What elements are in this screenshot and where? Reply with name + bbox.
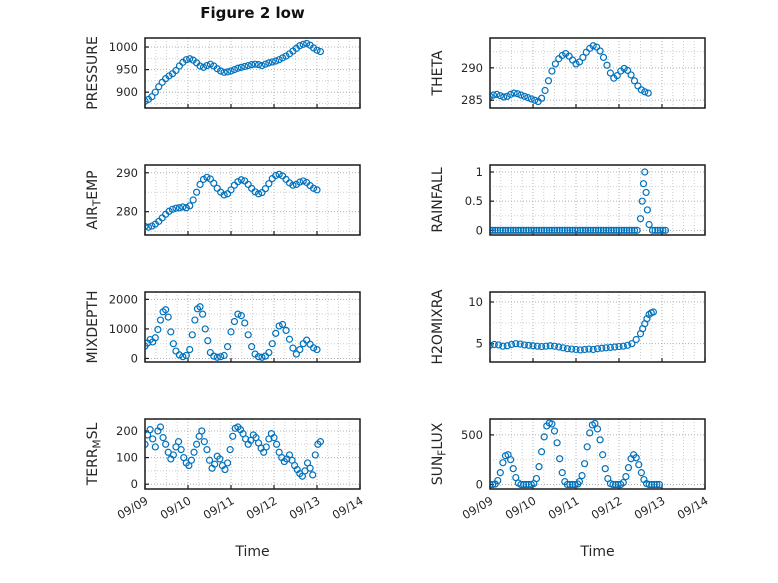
subplot-airtemp: 280 290 AIRTEMP (85, 164, 361, 236)
x-tick-label: 09/12 (244, 493, 280, 522)
subplot-rainfall: 0 0.5 1 RAINFALL (430, 164, 706, 237)
data-points (490, 308, 658, 354)
y-tick-label: 0.5 (465, 194, 483, 208)
x-tick-label: 09/11 (546, 493, 582, 522)
x-tick-label: 09/11 (201, 493, 237, 522)
y-axis-label: SUNFLUX (430, 422, 449, 485)
y-tick-label: 2000 (109, 292, 138, 306)
axes-box (144, 418, 361, 490)
x-tick-label: 09/14 (675, 493, 711, 522)
y-tick-label: 200 (116, 424, 138, 438)
y-tick-label: 0 (476, 478, 483, 492)
x-axis-label-right: Time (580, 544, 615, 560)
y-tick-label: 285 (461, 93, 483, 107)
y-tick-label: 1000 (109, 322, 138, 336)
axes-box (144, 291, 361, 363)
subplot-mixdepth: 0 1000 2000 MIXDEPTH (85, 291, 361, 365)
y-tick-label: 5 (476, 337, 483, 351)
y-tick-label: 0 (131, 351, 138, 365)
data-points (490, 42, 652, 106)
x-tick-label: 09/10 (158, 493, 194, 522)
data-points (145, 303, 321, 361)
axes-box (144, 164, 361, 236)
x-axis-label-left: Time (235, 544, 270, 560)
y-axis-label: THETA (430, 50, 446, 96)
subplot-theta: 285 290 THETA (430, 37, 706, 109)
y-tick-label: 290 (116, 166, 138, 180)
x-tick-label: 09/10 (503, 493, 539, 522)
axes-box (489, 164, 706, 236)
y-tick-label: 0 (131, 477, 138, 491)
x-tick-label: 09/09 (115, 493, 151, 522)
axes-box (489, 418, 706, 490)
data-points (490, 419, 664, 489)
x-tick-label: 09/12 (589, 493, 625, 522)
y-axis-label: H2OMIXRA (430, 289, 446, 364)
x-tick-label: 09/09 (460, 493, 496, 522)
axes-box (144, 37, 361, 109)
y-tick-label: 290 (461, 61, 483, 75)
data-points (145, 39, 325, 105)
y-axis-label: AIRTEMP (85, 170, 104, 229)
y-tick-label: 10 (468, 295, 483, 309)
subplot-pressure: 900 950 1000 PRESSURE (85, 36, 361, 110)
x-tick-label: 09/13 (632, 493, 668, 522)
axes-box (489, 291, 706, 363)
y-axis-label: PRESSURE (85, 36, 101, 110)
subplot-h2omixra: 5 10 H2OMIXRA (430, 289, 706, 365)
x-tick-label: 09/13 (287, 493, 323, 522)
y-tick-label: 0 (476, 223, 483, 237)
axes-box (489, 37, 706, 109)
x-tick-label: 09/14 (330, 493, 366, 522)
data-points (145, 423, 325, 480)
data-points (145, 170, 321, 231)
subplot-sun-flux: 09/09 09/10 09/11 09/12 09/13 09/14 0 500 SUNFLU… (430, 418, 711, 522)
y-axis-label: RAINFALL (430, 167, 446, 232)
y-tick-label: 1 (476, 165, 483, 179)
y-axis-label: MIXDEPTH (85, 291, 101, 364)
subplot-terr-msl: 09/09 09/10 09/11 09/12 09/13 09/14 0 100 200 TER… (85, 418, 366, 522)
y-tick-label: 280 (116, 205, 138, 219)
y-tick-label: 500 (461, 428, 483, 442)
y-axis-label: TERRMSL (85, 422, 104, 486)
y-tick-label: 950 (116, 63, 138, 77)
figure-title: Figure 2 low (200, 4, 305, 22)
data-points (490, 168, 670, 234)
y-tick-label: 100 (116, 451, 138, 465)
y-tick-label: 1000 (109, 40, 138, 54)
y-tick-label: 900 (116, 85, 138, 99)
